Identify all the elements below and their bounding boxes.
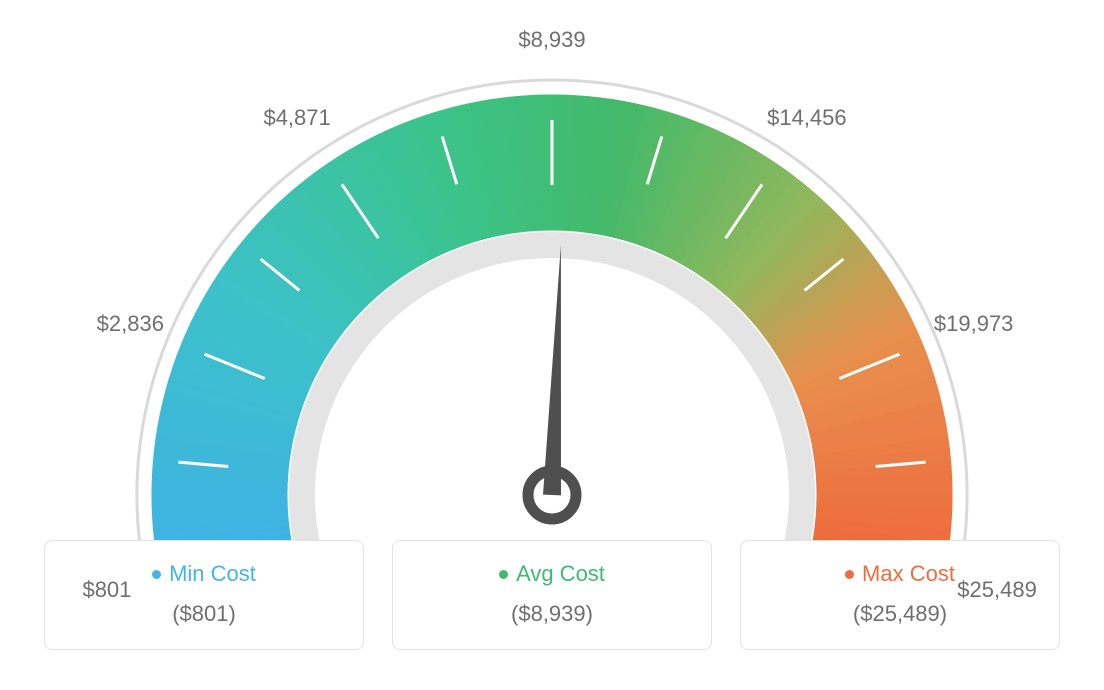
legend-avg-label: Avg Cost — [516, 561, 605, 587]
legend-min-label: Min Cost — [169, 561, 256, 587]
legend-max-dot — [845, 570, 854, 579]
legend-max-value: ($25,489) — [741, 601, 1059, 627]
legend-max-title: Max Cost — [845, 561, 955, 587]
legend-min-title: Min Cost — [152, 561, 256, 587]
legend-row: Min Cost ($801) Avg Cost ($8,939) Max Co… — [0, 540, 1104, 650]
gauge-tick-label: $2,836 — [97, 311, 164, 337]
gauge-tick-label: $19,973 — [934, 311, 1014, 337]
gauge-tick-label: $801 — [82, 577, 131, 603]
legend-avg-value: ($8,939) — [393, 601, 711, 627]
legend-min-dot — [152, 570, 161, 579]
legend-min-value: ($801) — [45, 601, 363, 627]
legend-avg-title: Avg Cost — [499, 561, 605, 587]
gauge-tick-label: $14,456 — [767, 105, 847, 131]
legend-max-label: Max Cost — [862, 561, 955, 587]
legend-avg-dot — [499, 570, 508, 579]
gauge-chart: $801$2,836$4,871$8,939$14,456$19,973$25,… — [0, 0, 1104, 540]
gauge-tick-label: $25,489 — [957, 577, 1037, 603]
gauge-tick-label: $4,871 — [263, 105, 330, 131]
gauge-tick-label: $8,939 — [518, 27, 585, 53]
legend-avg-box: Avg Cost ($8,939) — [392, 540, 712, 650]
gauge-svg — [0, 0, 1104, 540]
